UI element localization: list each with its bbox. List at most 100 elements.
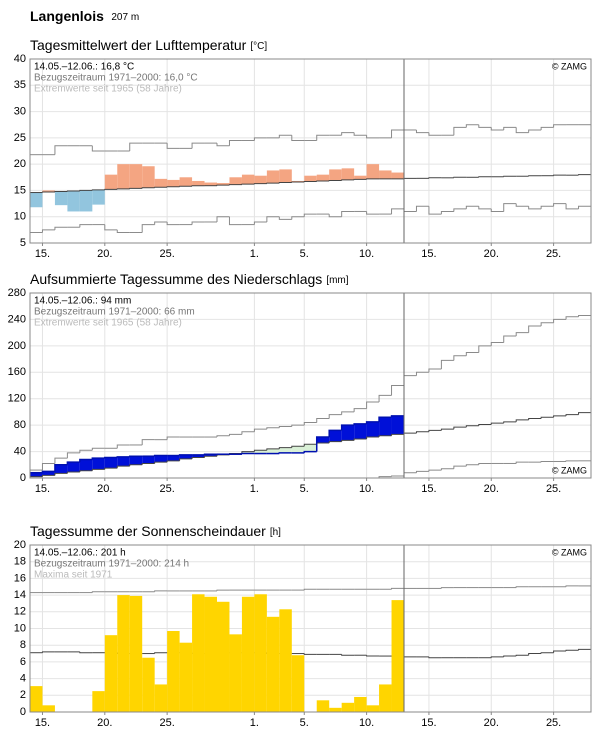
note: Extremwerte seit 1965 (58 Jahre) (34, 84, 182, 95)
extreme-line (266, 216, 280, 222)
extreme-line (316, 418, 330, 423)
reference-line (79, 470, 93, 473)
reference-line (253, 449, 267, 452)
anomaly-bar (104, 174, 118, 190)
credit: © ZAMG (552, 465, 587, 475)
extreme-line (328, 214, 342, 218)
observed-line (303, 450, 317, 453)
bar (241, 596, 255, 712)
extreme-line (141, 224, 155, 233)
y-tick-label: 2 (20, 689, 26, 701)
extreme-line (116, 444, 130, 449)
note: Bezugszeitraum 1971–2000: 16,0 °C (34, 73, 198, 84)
extreme-line (129, 142, 143, 151)
extreme-line (79, 224, 93, 228)
reference-line (341, 654, 355, 656)
extreme-line (515, 586, 529, 588)
anomaly-bar (42, 190, 55, 193)
extreme-line (428, 368, 442, 373)
note: 14.05.–12.06.: 94 mm (34, 296, 131, 307)
extreme-line (503, 126, 517, 130)
anomaly-bar (179, 177, 193, 187)
extreme-line (453, 355, 467, 361)
x-tick-label: 10. (359, 483, 374, 495)
reference-line (353, 178, 367, 180)
difference-bar (341, 425, 355, 441)
observed-line (178, 454, 193, 456)
reference-line (66, 190, 80, 192)
reference-line (328, 441, 342, 443)
difference-bar (104, 457, 118, 469)
reference-line (553, 415, 567, 418)
plot-frame (29, 58, 592, 244)
observed-line (241, 452, 255, 455)
bar (129, 595, 143, 712)
extreme-line (578, 314, 591, 317)
reference-line (241, 183, 255, 185)
observed-line (91, 457, 105, 460)
y-tick-label: 10 (14, 211, 26, 223)
difference-bar (117, 456, 130, 467)
y-tick-label: 5 (20, 237, 26, 249)
extreme-line (503, 335, 517, 343)
panel: Tagessumme der Sonnenscheindauer [h] 0 2 4 6 8… (14, 523, 592, 729)
difference-bar (241, 451, 255, 454)
bar (279, 609, 292, 712)
reference-line (428, 656, 442, 659)
extreme-line (553, 318, 567, 323)
reference-line (478, 423, 492, 426)
reference-line (116, 465, 130, 469)
extreme-line (428, 132, 442, 136)
x-tick-label: 5. (300, 483, 309, 495)
plot-frame (29, 544, 592, 713)
anomaly-bar (54, 191, 68, 206)
observed-line (378, 416, 392, 422)
reference-line (278, 447, 292, 449)
x-tick-label: 20. (484, 483, 499, 495)
bar (117, 595, 130, 712)
extreme-line (453, 465, 467, 469)
anomaly-bar (241, 174, 255, 185)
title-text: Tagessumme der Sonnenscheindauer (30, 523, 266, 539)
y-tick-label: 20 (14, 158, 26, 170)
extreme-line (490, 208, 504, 212)
anomaly-bar (229, 177, 242, 185)
reference-line (91, 468, 105, 471)
anomaly-bar (341, 168, 355, 180)
extreme-line (228, 433, 242, 436)
extreme-line (191, 142, 205, 149)
x-tick-label: 15. (35, 248, 50, 260)
reference-line (490, 422, 504, 425)
anomaly-bar (192, 180, 205, 186)
extreme-line (565, 316, 579, 320)
extreme-line (54, 457, 68, 464)
title-unit: [°C] (250, 41, 267, 52)
bar (30, 686, 43, 712)
reference-line (278, 182, 292, 184)
difference-bar (179, 454, 193, 459)
extreme-line (378, 394, 392, 403)
reference-line (141, 187, 155, 189)
extreme-line (391, 129, 404, 138)
anomaly-bar (79, 190, 93, 212)
y-tick-label: 10 (14, 622, 26, 634)
extreme-line (478, 206, 492, 210)
extreme-line (391, 385, 404, 396)
difference-bar (354, 423, 367, 440)
reference-line (428, 429, 442, 432)
reference-line (79, 189, 93, 191)
extreme-line (278, 425, 292, 428)
x-tick-label: 5. (300, 717, 309, 729)
reference-line (366, 655, 380, 657)
reference-line (528, 418, 542, 420)
observed-line (340, 424, 355, 431)
bar (42, 705, 55, 712)
y-tick-label: 240 (8, 313, 26, 325)
bar (254, 594, 267, 712)
extreme-line (166, 436, 180, 440)
y-tick-label: 6 (20, 656, 26, 668)
observed-line (328, 429, 342, 438)
difference-bar (42, 471, 55, 476)
extreme-line (465, 205, 479, 209)
reference-line (191, 457, 205, 459)
